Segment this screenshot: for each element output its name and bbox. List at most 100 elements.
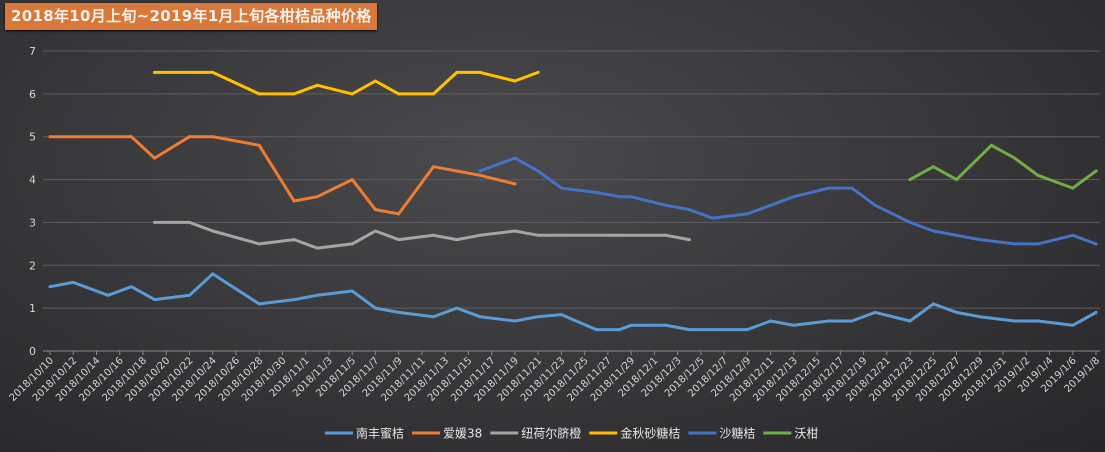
data-point bbox=[257, 242, 261, 246]
data-point bbox=[478, 169, 482, 173]
data-point bbox=[1036, 319, 1040, 323]
data-point bbox=[1036, 242, 1040, 246]
data-point bbox=[48, 135, 52, 139]
data-point bbox=[1013, 156, 1017, 160]
data-point bbox=[978, 315, 982, 319]
data-point bbox=[1071, 186, 1075, 190]
data-point bbox=[373, 208, 377, 212]
data-point bbox=[989, 143, 993, 147]
data-point bbox=[432, 92, 436, 96]
data-point bbox=[187, 220, 191, 224]
data-point bbox=[129, 135, 133, 139]
data-point bbox=[536, 169, 540, 173]
data-point bbox=[931, 302, 935, 306]
data-point bbox=[559, 186, 563, 190]
legend-label-5: 沃柑 bbox=[794, 426, 818, 441]
data-point bbox=[48, 285, 52, 289]
data-point bbox=[931, 229, 935, 233]
data-point bbox=[153, 70, 157, 74]
data-point bbox=[350, 178, 354, 182]
y-tick-label: 7 bbox=[29, 45, 36, 58]
data-point bbox=[687, 208, 691, 212]
data-point bbox=[397, 310, 401, 314]
data-point bbox=[629, 323, 633, 327]
data-point bbox=[594, 328, 598, 332]
data-point bbox=[594, 190, 598, 194]
data-point bbox=[373, 229, 377, 233]
data-point bbox=[559, 313, 563, 317]
data-point bbox=[792, 195, 796, 199]
data-point bbox=[629, 195, 633, 199]
data-point bbox=[106, 293, 110, 297]
data-point bbox=[513, 182, 517, 186]
data-point bbox=[478, 233, 482, 237]
data-point bbox=[1071, 233, 1075, 237]
data-point bbox=[745, 328, 749, 332]
series-line-4 bbox=[478, 156, 1098, 246]
data-point bbox=[745, 212, 749, 216]
data-point bbox=[315, 246, 319, 250]
data-point bbox=[664, 233, 668, 237]
data-point bbox=[827, 319, 831, 323]
data-point bbox=[908, 319, 912, 323]
y-tick-label: 1 bbox=[29, 302, 36, 315]
legend-label-4: 沙糖桔 bbox=[719, 426, 755, 441]
data-point bbox=[513, 229, 517, 233]
series-line-5 bbox=[908, 143, 1098, 190]
data-point bbox=[617, 195, 621, 199]
data-point bbox=[211, 70, 215, 74]
legend-label-2: 纽荷尔脐橙 bbox=[521, 426, 581, 441]
data-point bbox=[350, 289, 354, 293]
data-point bbox=[955, 233, 959, 237]
data-point bbox=[292, 92, 296, 96]
data-point bbox=[71, 280, 75, 284]
data-point bbox=[1094, 310, 1098, 314]
data-point bbox=[513, 156, 517, 160]
data-point bbox=[617, 328, 621, 332]
data-point bbox=[397, 212, 401, 216]
data-point bbox=[211, 229, 215, 233]
series-line-3 bbox=[153, 70, 540, 96]
y-tick-label: 5 bbox=[29, 131, 36, 144]
data-point bbox=[455, 238, 459, 242]
data-point bbox=[687, 238, 691, 242]
data-point bbox=[350, 92, 354, 96]
data-point bbox=[931, 165, 935, 169]
data-point bbox=[432, 315, 436, 319]
data-point bbox=[211, 272, 215, 276]
data-point bbox=[373, 306, 377, 310]
data-point bbox=[710, 216, 714, 220]
data-point bbox=[687, 328, 691, 332]
data-point bbox=[315, 83, 319, 87]
data-point bbox=[513, 319, 517, 323]
y-tick-label: 6 bbox=[29, 88, 36, 101]
data-point bbox=[292, 298, 296, 302]
data-point bbox=[769, 203, 773, 207]
data-point bbox=[432, 165, 436, 169]
data-point bbox=[315, 293, 319, 297]
data-point bbox=[908, 220, 912, 224]
data-point bbox=[1094, 169, 1098, 173]
data-point bbox=[292, 238, 296, 242]
data-point bbox=[792, 323, 796, 327]
data-point bbox=[211, 135, 215, 139]
data-point bbox=[153, 156, 157, 160]
data-point bbox=[664, 323, 668, 327]
data-point bbox=[187, 135, 191, 139]
data-point bbox=[153, 298, 157, 302]
series-line-2 bbox=[153, 220, 691, 250]
data-point bbox=[908, 178, 912, 182]
data-point bbox=[536, 315, 540, 319]
data-point bbox=[455, 306, 459, 310]
data-point bbox=[187, 293, 191, 297]
data-point bbox=[373, 79, 377, 83]
legend-label-1: 爱媛38 bbox=[443, 427, 482, 441]
data-point bbox=[1094, 242, 1098, 246]
data-point bbox=[257, 92, 261, 96]
data-point bbox=[478, 173, 482, 177]
data-point bbox=[257, 143, 261, 147]
data-point bbox=[292, 199, 296, 203]
data-point bbox=[873, 310, 877, 314]
data-point bbox=[536, 233, 540, 237]
